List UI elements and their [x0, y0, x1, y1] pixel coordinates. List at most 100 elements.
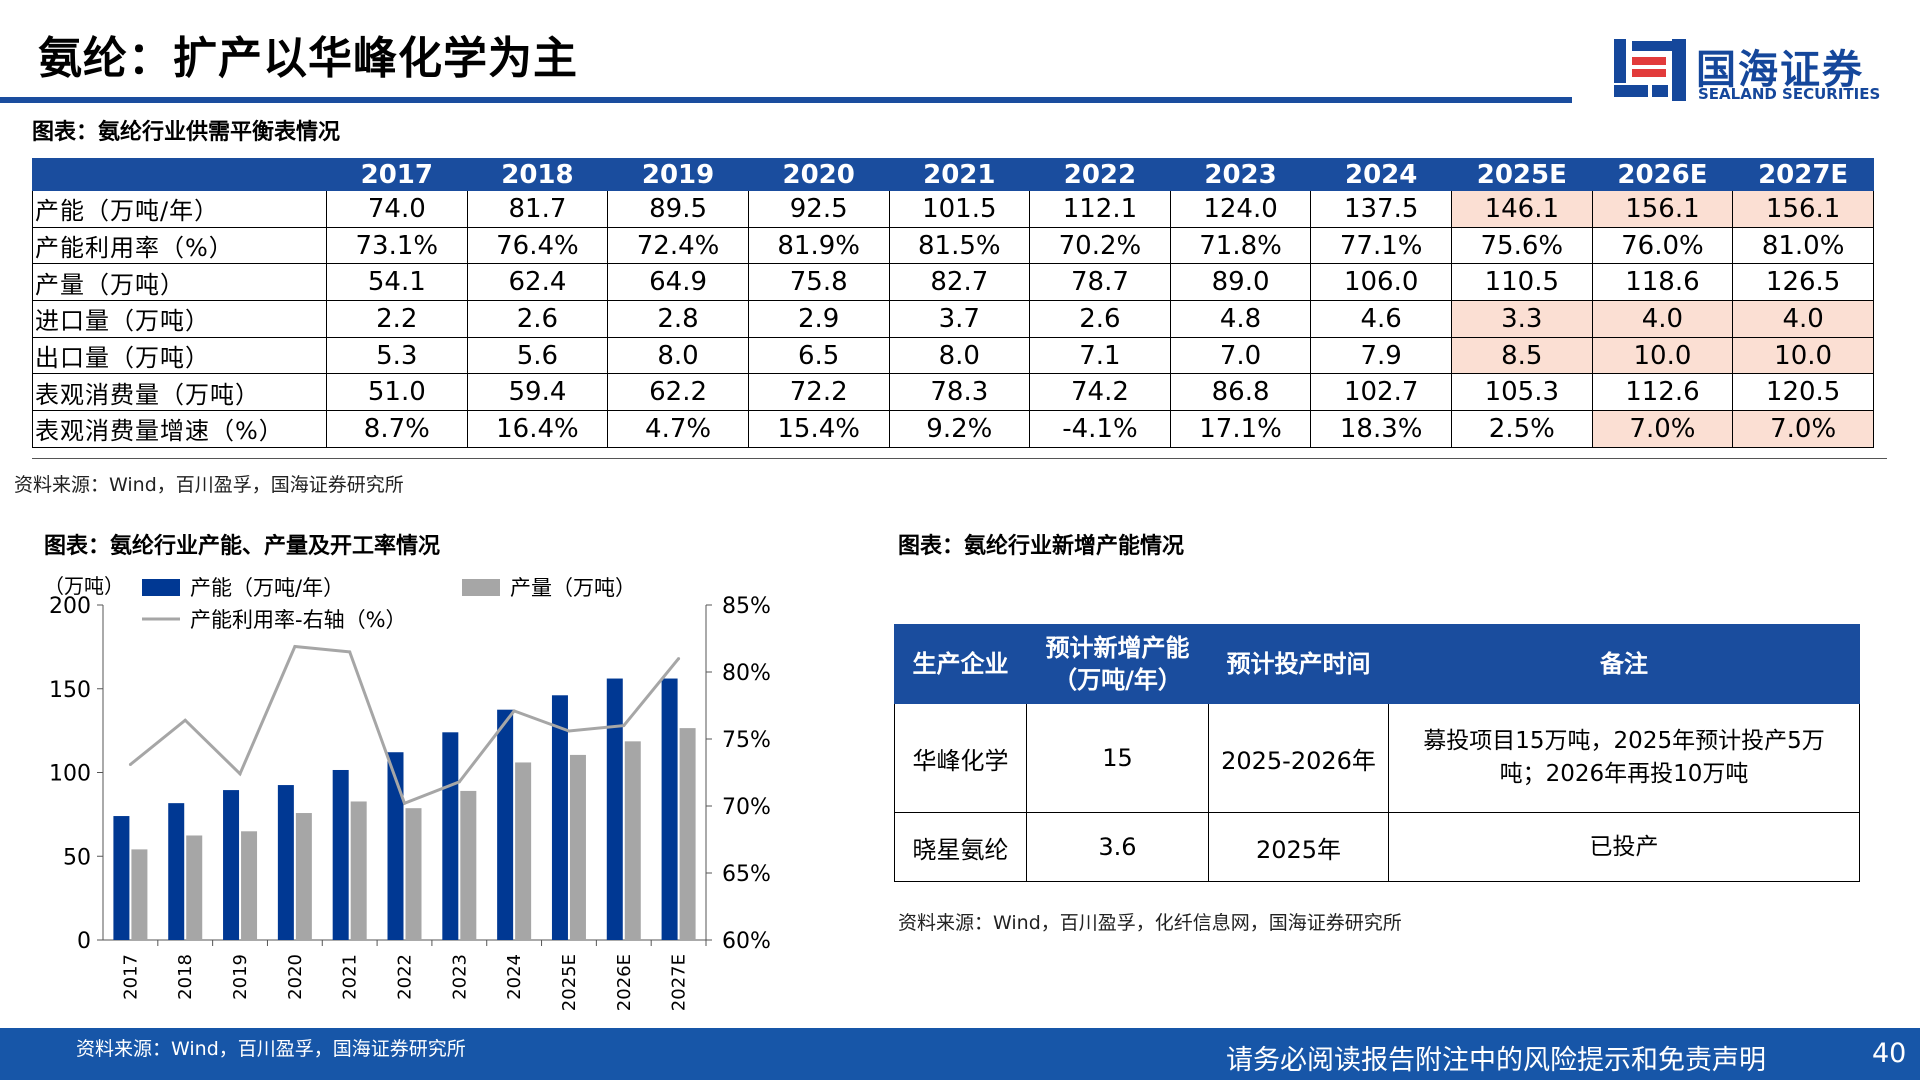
capacity-cell: 15 [1026, 703, 1209, 813]
table-cell: 81.5% [888, 226, 1031, 265]
table-cell: 51.0 [326, 373, 468, 412]
x-tick-label: 2022 [395, 954, 416, 1000]
y-tick-label: 100 [49, 762, 91, 787]
capacity-cell: 3.6 [1026, 812, 1209, 882]
year-header: 2018 [466, 158, 609, 191]
x-tick-label: 2021 [340, 954, 361, 1000]
table-cell: 75.6% [1451, 226, 1593, 265]
table-cell: 137.5 [1310, 190, 1452, 228]
legend-label-output: 产量（万吨） [510, 576, 636, 600]
table-cell: 102.7 [1310, 373, 1452, 412]
utilization-point [238, 772, 242, 776]
table-cell: 5.3 [326, 336, 468, 375]
table-cell: 92.5 [747, 190, 890, 228]
table-cell: 4.0 [1732, 300, 1874, 338]
table-cell: 7.0 [1169, 336, 1312, 375]
table-cell: 4.6 [1310, 300, 1452, 338]
year-header: 2021 [888, 158, 1031, 191]
table-cell: 17.1% [1169, 410, 1312, 448]
row-label: 产量（万吨） [32, 263, 327, 302]
table-cell: 6.5 [747, 336, 890, 375]
note-cell: 已投产 [1388, 812, 1860, 882]
year-header: 2019 [607, 158, 749, 191]
legend-label-capacity: 产能（万吨/年） [190, 576, 344, 600]
supply-table-source: 资料来源：Wind，百川盈孚，国海证券研究所 [14, 474, 404, 496]
capacity-output-chart: 0 50 100 150 200 60% 65% 70% 75% 80% 85% （万吨） 2017 20… [44, 574, 771, 1011]
row-label: 表观消费量（万吨） [32, 373, 327, 412]
utilization-point [512, 709, 516, 713]
y-tick-label: 50 [63, 845, 91, 870]
disclaimer-link[interactable]: 请务必阅读报告附注中的风险提示和免责声明 [1226, 1045, 1766, 1076]
table-cell: 8.5 [1451, 336, 1593, 375]
x-tick-label: 2027E [669, 954, 690, 1011]
table-cell: 18.3% [1310, 410, 1452, 448]
table-cell: 15.4% [747, 410, 890, 448]
output-bar [460, 790, 477, 940]
table-row: 产量（万吨） 54.1 62.4 64.9 75.8 82.7 78.7 89.0 106.0 1… [32, 263, 1874, 302]
table-row: 表观消费量增速（%） 8.7% 16.4% 4.7% 15.4% 9.2% -4.1% 17.… [32, 410, 1874, 448]
x-tick-label: 2023 [449, 954, 470, 1000]
table-cell: 2.6 [466, 300, 609, 338]
legend-swatch-capacity [142, 579, 180, 596]
table-row: 华峰化学 15 2025-2026年 募投项目15万吨，2025年预计投产5万 … [894, 703, 1860, 813]
y-axis-label: （万吨） [44, 574, 124, 598]
table-header-row: 2017 2018 2019 2020 2021 2022 2023 2024 2025E 202… [32, 158, 1874, 191]
table-cell: 105.3 [1451, 373, 1593, 412]
table-cell: 9.2% [888, 410, 1031, 448]
new-capacity-table: 生产企业 预计新增产能 （万吨/年） 预计投产时间 备注 华峰化学 15 202… [894, 624, 1860, 882]
company-logo: 国海证券 SEALAND SECURITIES [1612, 35, 1882, 105]
table-cell: 106.0 [1310, 263, 1452, 302]
utilization-point [128, 762, 132, 766]
table-cell: 81.9% [747, 226, 890, 265]
table-cell: 156.1 [1591, 190, 1734, 228]
header-capacity-line1: 预计新增产能 [1045, 634, 1190, 662]
header-capacity: 预计新增产能 （万吨/年） [1026, 624, 1209, 704]
x-tick-label: 2018 [175, 954, 196, 1000]
table-cell: 78.7 [1029, 263, 1171, 302]
output-bar [350, 801, 367, 940]
note-cell: 募投项目15万吨，2025年预计投产5万 吨；2026年再投10万吨 [1388, 703, 1860, 813]
table-row: 晓星氨纶 3.6 2025年 已投产 [894, 812, 1860, 882]
chart-source: 资料来源：Wind，百川盈孚，国海证券研究所 [76, 1038, 466, 1060]
time-cell: 2025-2026年 [1208, 703, 1389, 813]
table-cell: 156.1 [1732, 190, 1874, 228]
table-cell: 2.9 [747, 300, 890, 338]
table-cell: 124.0 [1169, 190, 1312, 228]
table-cell: 7.0% [1591, 410, 1734, 448]
capacity-bar [113, 816, 130, 940]
year-header: 2027E [1732, 158, 1874, 191]
table-cell: 2.6 [1029, 300, 1171, 338]
logo-name-en: SEALAND SECURITIES [1698, 85, 1881, 103]
year-header: 2024 [1310, 158, 1452, 191]
table-bottom-rule [32, 458, 1887, 459]
capacity-table-title: 图表：氨纶行业新增产能情况 [898, 534, 1185, 559]
x-tick-label: 2020 [285, 954, 306, 1000]
table-cell: 59.4 [466, 373, 609, 412]
header-note: 备注 [1388, 624, 1860, 704]
utilization-point [348, 650, 352, 654]
utilization-line [129, 644, 680, 806]
y2-tick-label: 65% [722, 862, 771, 887]
page-title: 氨纶：扩产以华峰化学为主 [38, 33, 578, 84]
table-cell: 118.6 [1591, 263, 1734, 302]
utilization-point [567, 729, 571, 733]
table-cell: 82.7 [888, 263, 1031, 302]
table-cell: 4.8 [1169, 300, 1312, 338]
x-tick-label: 2026E [614, 954, 635, 1011]
table-cell: 73.1% [326, 226, 468, 265]
capacity-bar [223, 790, 240, 940]
utilization-point [293, 645, 297, 649]
company-cell: 华峰化学 [894, 703, 1027, 813]
table-cell: 110.5 [1451, 263, 1593, 302]
table-cell: 77.1% [1310, 226, 1452, 265]
row-label: 表观消费量增速（%） [32, 410, 327, 448]
time-cell: 2025年 [1208, 812, 1389, 882]
output-bar [241, 831, 258, 940]
y-tick-label: 200 [49, 594, 91, 619]
table-cell: 112.6 [1591, 373, 1734, 412]
legend-label-utilization: 产能利用率-右轴（%） [190, 608, 407, 632]
table-cell: 5.6 [466, 336, 609, 375]
row-label: 出口量（万吨） [32, 336, 327, 375]
table-row: 产能利用率（%） 73.1% 76.4% 72.4% 81.9% 81.5% 70.2% 71… [32, 226, 1874, 265]
supply-table-title: 图表：氨纶行业供需平衡表情况 [32, 120, 341, 145]
